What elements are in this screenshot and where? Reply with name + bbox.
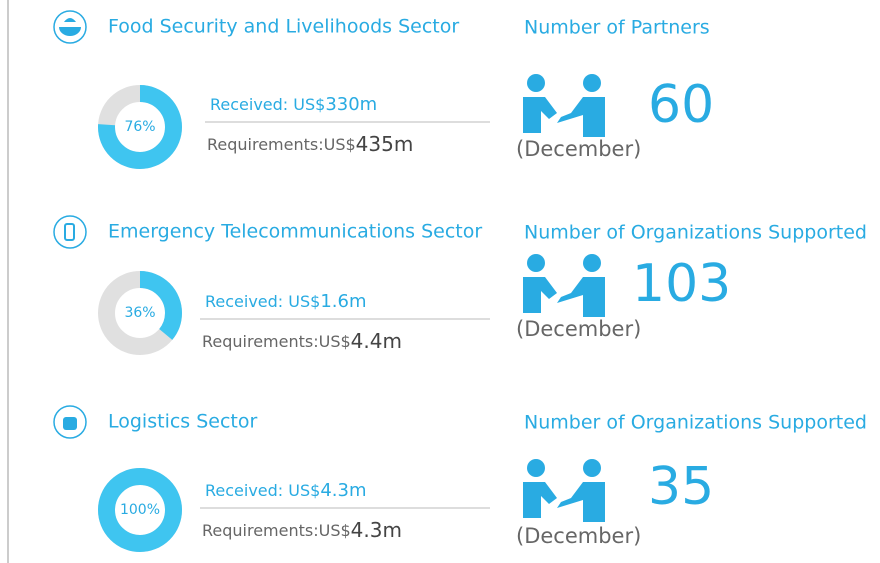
requirements-label: Requirements:US$ xyxy=(202,521,351,540)
handshake-icon xyxy=(523,74,605,137)
requirements-text: Requirements:US$4.4m xyxy=(202,329,402,353)
metric-period: (December) xyxy=(516,317,641,341)
received-amount: 4.3m xyxy=(320,480,366,501)
received-text: Received: US$330m xyxy=(210,94,377,115)
donut-arc xyxy=(98,468,182,552)
donut-label: 100% xyxy=(120,502,160,518)
received-label: Received: US$ xyxy=(210,95,325,114)
metric-value: 60 xyxy=(648,75,714,135)
requirements-amount: 4.4m xyxy=(351,329,402,353)
icon-body xyxy=(557,277,605,317)
sector-title: Logistics Sector xyxy=(108,411,257,433)
donut-label: 36% xyxy=(124,305,155,321)
icon-body xyxy=(523,277,557,313)
requirements-text: Requirements:US$435m xyxy=(207,132,413,156)
handshake-icon xyxy=(523,254,605,317)
sector-icon xyxy=(53,10,87,44)
icon-head xyxy=(583,74,601,92)
icon-head xyxy=(527,459,545,477)
metric-label: Number of Partners xyxy=(524,17,710,39)
donut-arc xyxy=(98,271,182,355)
requirements-text: Requirements:US$4.3m xyxy=(202,518,402,542)
donut-label: 76% xyxy=(124,119,155,135)
icon-head xyxy=(527,254,545,272)
icon-head xyxy=(583,254,601,272)
received-amount: 330m xyxy=(325,94,377,115)
received-label: Received: US$ xyxy=(205,292,320,311)
metric-value: 35 xyxy=(648,457,714,517)
sector-icon xyxy=(53,215,87,249)
donut-arc xyxy=(98,85,182,169)
requirements-amount: 435m xyxy=(356,132,414,156)
sector-title: Food Security and Livelihoods Sector xyxy=(108,16,459,38)
received-text: Received: US$4.3m xyxy=(205,480,367,501)
icon-body xyxy=(557,97,605,137)
metric-value: 103 xyxy=(632,254,731,314)
icon-head xyxy=(527,74,545,92)
icon-body xyxy=(557,482,605,522)
requirements-label: Requirements:US$ xyxy=(207,135,356,154)
handshake-icon xyxy=(523,459,605,522)
icon-body xyxy=(523,97,557,133)
received-text: Received: US$1.6m xyxy=(205,291,367,312)
received-label: Received: US$ xyxy=(205,481,320,500)
requirements-amount: 4.3m xyxy=(351,518,402,542)
metric-label: Number of Organizations Supported xyxy=(524,412,867,434)
sector-title: Emergency Telecommunications Sector xyxy=(108,221,482,243)
received-amount: 1.6m xyxy=(320,291,366,312)
icon-body xyxy=(523,482,557,518)
sector-icon-glyph xyxy=(63,417,77,430)
requirements-label: Requirements:US$ xyxy=(202,332,351,351)
icon-head xyxy=(583,459,601,477)
sector-icon-glyph xyxy=(64,223,75,241)
metric-label: Number of Organizations Supported xyxy=(524,222,867,244)
sector-icon-glyph xyxy=(59,18,81,36)
metric-period: (December) xyxy=(516,137,641,161)
sector-icon xyxy=(53,405,87,439)
metric-period: (December) xyxy=(516,524,641,548)
